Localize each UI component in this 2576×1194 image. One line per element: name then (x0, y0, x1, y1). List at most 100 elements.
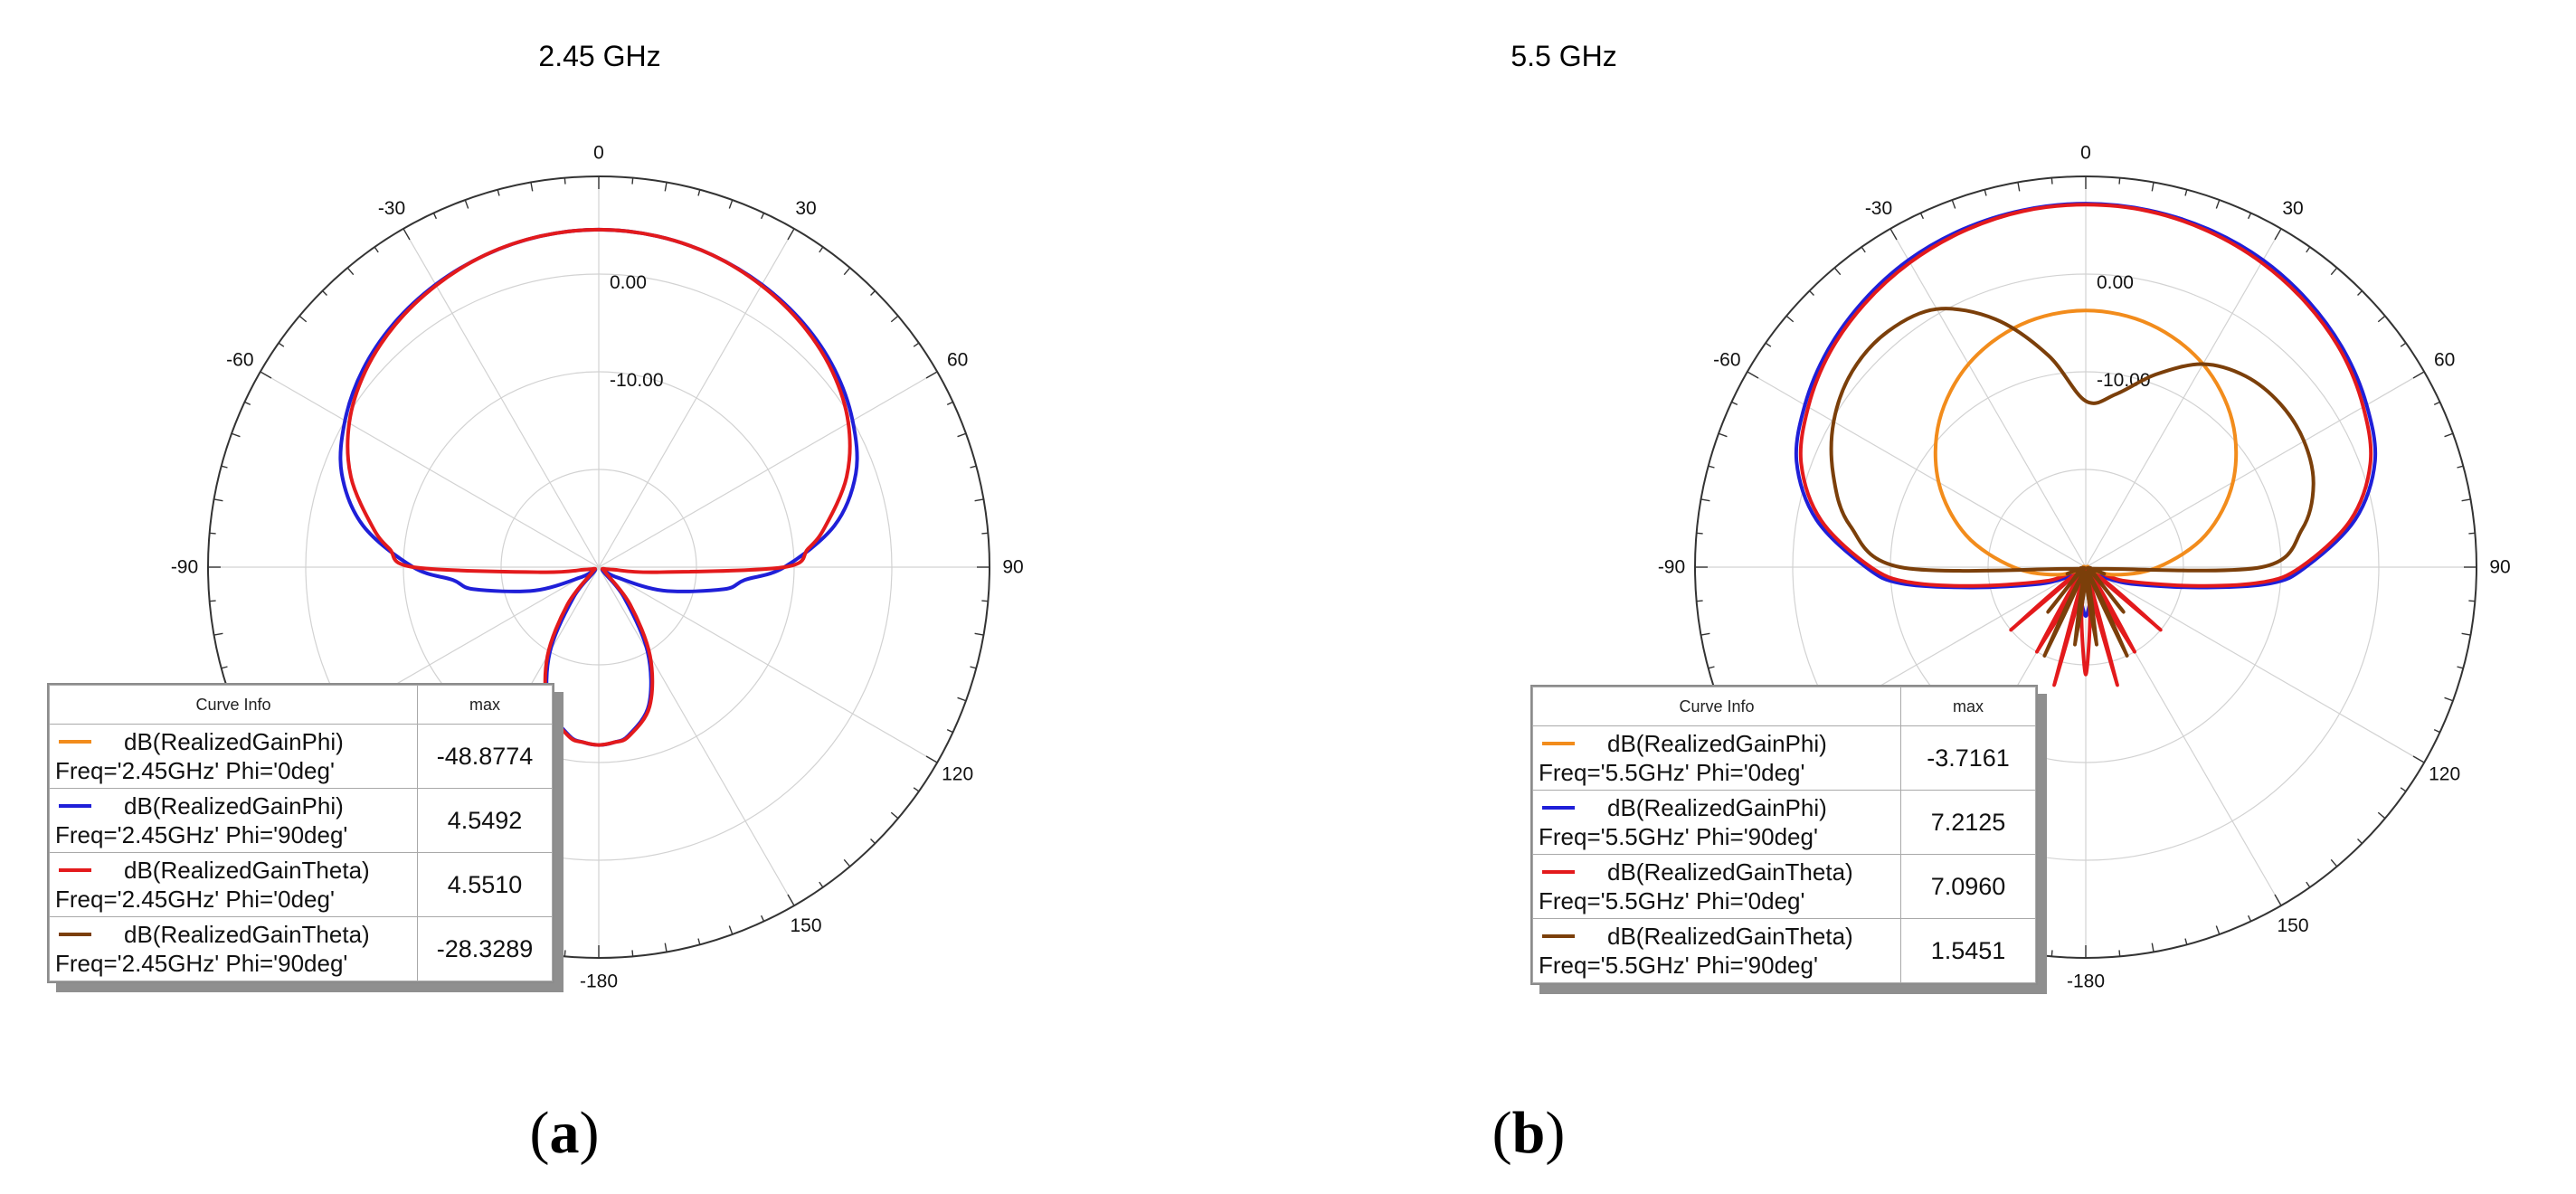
outer-tick (843, 267, 851, 276)
outer-tick (2306, 881, 2311, 888)
outer-tick (2457, 666, 2464, 669)
legend-swatch (59, 868, 91, 872)
angle-tick-label: 90 (1002, 557, 1023, 578)
outer-tick (346, 267, 355, 276)
outer-tick (870, 839, 876, 844)
outer-tick (221, 666, 228, 669)
outer-tick (728, 199, 734, 209)
legend-entry: dB(RealizedGainPhi) Freq='5.5GHz' Phi='90… (1532, 790, 2036, 855)
legend-entry-max: 7.0960 (1900, 854, 2036, 919)
panel-label: b (1511, 1100, 1546, 1166)
panel-caption-b: (b) (1492, 1100, 1566, 1166)
grid-spoke (402, 228, 600, 568)
polar-chart-panel-b: 5.5 GHz 0306090120150-180-150-120-90-60-… (1288, 0, 2576, 1194)
angle-tick-label: 120 (2429, 764, 2460, 785)
outer-tick (2400, 787, 2407, 792)
chart-title: 5.5 GHz (1511, 40, 1617, 72)
legend-entry-name: dB(RealizedGainPhi) Freq='5.5GHz' Phi='90… (1532, 790, 1901, 855)
polar-chart-panel-a: 2.45 GHz 0306090120150-180-150-120-90-60… (47, 40, 1024, 1166)
outer-tick (2306, 246, 2311, 253)
outer-tick (760, 213, 765, 220)
outer-tick (2412, 755, 2425, 763)
legend-entry: dB(RealizedGainPhi) Freq='5.5GHz' Phi='0d… (1532, 725, 2036, 791)
legend-entry-params: Freq='5.5GHz' Phi='90deg' (1539, 952, 1818, 979)
outer-tick (819, 246, 824, 253)
legend-entry-quantity: dB(RealizedGainPhi) (124, 728, 344, 755)
series-curve (1798, 203, 2373, 687)
grid-spoke (598, 371, 938, 568)
outer-tick (1889, 228, 1898, 241)
outer-tick (2215, 199, 2221, 209)
angle-tick-label: -60 (226, 350, 253, 371)
outer-tick (925, 755, 938, 763)
legend-header-name: Curve Info (49, 685, 418, 725)
outer-tick (231, 432, 241, 438)
outer-tick (1833, 267, 1842, 276)
legend-entry-quantity: dB(RealizedGainTheta) (1607, 858, 1853, 886)
legend-entry-name: dB(RealizedGainTheta) Freq='2.45GHz' Phi=… (49, 852, 418, 917)
legend-entry: dB(RealizedGainTheta) Freq='2.45GHz' Phi=… (49, 852, 553, 917)
angle-tick-label: -30 (1865, 198, 1892, 219)
outer-tick (2457, 465, 2464, 469)
outer-tick (2357, 290, 2363, 296)
outer-tick (1951, 199, 1956, 209)
outer-tick (2461, 632, 2471, 636)
grid-spoke (598, 566, 795, 906)
radial-tick-label: -10.00 (2097, 370, 2151, 391)
legend-entry-name: dB(RealizedGainPhi) Freq='5.5GHz' Phi='0d… (1532, 725, 1901, 791)
chart-title: 2.45 GHz (538, 40, 661, 72)
legend-entry-params: Freq='2.45GHz' Phi='0deg' (55, 757, 335, 784)
outer-tick (2400, 342, 2407, 347)
legend-entry: dB(RealizedGainTheta) Freq='5.5GHz' Phi='… (1532, 854, 2036, 919)
outer-tick (2433, 728, 2440, 734)
outer-tick (1700, 498, 1710, 502)
legend-entry: dB(RealizedGainTheta) Freq='5.5GHz' Phi='… (1532, 918, 2036, 983)
outer-tick (1708, 465, 1715, 469)
outer-tick (298, 315, 308, 323)
radial-tick-label: 0.00 (2097, 272, 2134, 293)
outer-tick (2017, 182, 2021, 192)
outer-tick (1696, 600, 1703, 602)
angle-tick-label: -60 (1713, 350, 1740, 371)
outer-tick (2118, 950, 2121, 957)
angle-tick-label: 0 (2080, 143, 2091, 164)
outer-tick (970, 666, 977, 669)
legend-entry-max: -48.8774 (417, 724, 553, 789)
outer-tick (2050, 950, 2053, 957)
polar-plot-a: 0306090120150-180-150-120-90-60-300.00-1… (171, 143, 1024, 992)
outer-tick (530, 182, 534, 192)
legend-entry-max: 7.2125 (1900, 790, 2036, 855)
outer-tick (974, 498, 984, 502)
outer-tick (221, 465, 228, 469)
series-curve (1829, 307, 2316, 658)
legend-swatch (1542, 934, 1575, 938)
legend-entry-quantity: dB(RealizedGainTheta) (124, 857, 370, 884)
outer-tick (2444, 696, 2454, 702)
legend-swatch (1542, 742, 1575, 745)
outer-tick (2274, 228, 2282, 241)
outer-tick (2468, 600, 2476, 602)
legend-entry-max: 4.5510 (417, 852, 553, 917)
outer-tick (2151, 943, 2155, 952)
legend-entry-params: Freq='5.5GHz' Phi='0deg' (1539, 759, 1805, 786)
legend-entry-name: dB(RealizedGainPhi) Freq='2.45GHz' Phi='9… (49, 788, 418, 853)
legend-entry: dB(RealizedGainTheta) Freq='2.45GHz' Phi=… (49, 916, 553, 981)
grid-spoke (598, 566, 938, 763)
legend-curve-info: Curve Info max dB(RealizedGainPhi) Freq='5.… (1530, 685, 2038, 985)
outer-tick (2377, 811, 2386, 820)
grid-spoke (1889, 228, 2087, 568)
legend-entry-params: Freq='2.45GHz' Phi='90deg' (55, 950, 348, 977)
outer-tick (631, 950, 634, 957)
outer-tick (2412, 371, 2425, 379)
outer-tick (697, 189, 701, 196)
outer-tick (1984, 189, 1987, 196)
legend-entry-params: Freq='5.5GHz' Phi='90deg' (1539, 823, 1818, 850)
angle-tick-label: 30 (2282, 198, 2303, 219)
outer-tick (974, 632, 984, 636)
angle-tick-label: -90 (1658, 557, 1685, 578)
outer-tick (564, 950, 566, 957)
outer-tick (213, 498, 223, 502)
outer-tick (2247, 213, 2252, 220)
outer-tick (913, 342, 920, 347)
radial-tick-label: 0.00 (610, 272, 647, 293)
